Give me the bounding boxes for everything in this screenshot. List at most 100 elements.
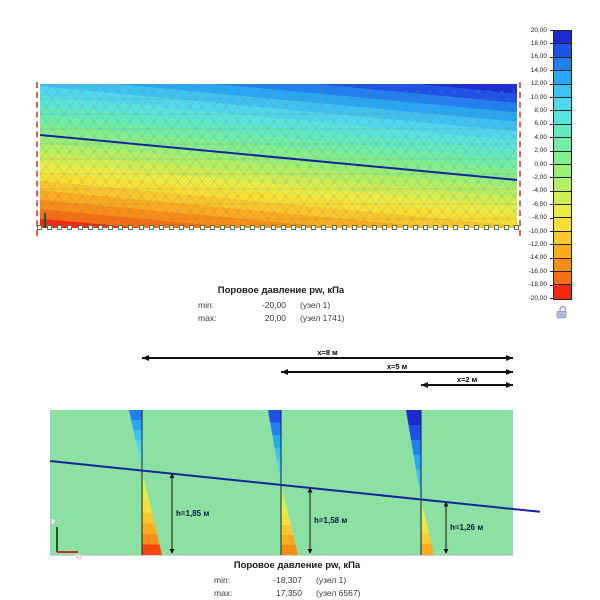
legend-color-segment <box>554 191 571 206</box>
boundary-node-marker <box>118 225 124 230</box>
mesh-svg <box>40 84 517 228</box>
legend-tick-label: 20,00 <box>530 26 547 34</box>
boundary-node-marker <box>108 225 114 230</box>
boundary-node-marker <box>341 225 347 230</box>
legend-tick-label: 4,00 <box>534 133 547 141</box>
boundary-node-marker <box>280 225 286 230</box>
legend-tick-label: 6,00 <box>534 120 547 128</box>
phreatic-line-bottom <box>49 460 541 513</box>
h-label-1: h=1,85 м <box>176 509 210 518</box>
legend-tick <box>550 177 553 179</box>
legend-tick-label: -10,00 <box>528 227 547 235</box>
legend-labels: 20,00 18,00 16,00 14,00 12,00 10,00 8,00 6,00 4,… <box>521 26 553 302</box>
h-label-3: h=1,26 м <box>450 523 484 532</box>
top-max-label: max: <box>198 313 217 323</box>
legend-tick-label: 8,00 <box>534 106 547 114</box>
lock-icon[interactable] <box>554 304 569 325</box>
boundary-node-marker <box>483 225 489 230</box>
boundary-node-marker <box>138 225 144 230</box>
boundary-node-marker <box>270 225 276 230</box>
legend-tick-label: -18,00 <box>528 281 547 289</box>
boundary-node-marker <box>67 225 73 230</box>
top-min-value: -20,00 <box>261 300 286 310</box>
wedge-1-upper <box>129 410 142 471</box>
wedge-2-lower <box>281 484 298 555</box>
boundary-node-marker <box>382 225 388 230</box>
boundary-node-marker <box>372 225 378 230</box>
boundary-node-marker <box>402 225 408 230</box>
legend-color-segment <box>554 44 571 58</box>
boundary-node-marker <box>362 225 367 230</box>
legend-color-segment <box>554 285 571 299</box>
legend-color-segment <box>554 151 571 165</box>
boundary-node-marker <box>158 225 164 230</box>
boundary-node-marker <box>219 225 225 230</box>
legend-color-segment <box>554 97 571 112</box>
legend-tick <box>550 244 553 246</box>
legend-tick-label: 16,00 <box>530 53 547 61</box>
legend-colorbar[interactable] <box>553 30 572 300</box>
boundary-node-marker <box>321 225 327 230</box>
legend-color-segment <box>554 71 571 85</box>
boundary-node-marker <box>433 225 439 230</box>
result-svg <box>49 410 541 560</box>
dimension-line-8m: x=8 м <box>142 348 513 361</box>
legend-tick <box>550 150 553 152</box>
legend-tick <box>550 190 553 192</box>
top-min-node: (узел 1) <box>300 300 331 310</box>
legend-tick <box>550 298 553 299</box>
boundary-node-marker <box>351 225 357 230</box>
boundary-node-marker <box>514 225 520 230</box>
boundary-node-marker <box>169 225 175 230</box>
legend-tick <box>550 56 553 58</box>
boundary-node-marker <box>422 225 428 230</box>
legend-tick <box>550 137 553 139</box>
boundary-node-marker <box>199 225 205 230</box>
boundary-right-dashed <box>519 82 521 236</box>
boundary-node-marker <box>87 225 93 230</box>
boundary-node-marker <box>290 225 296 230</box>
top-result-caption: Поровое давление pw, кПа min: -20,00 (уз… <box>176 285 386 323</box>
legend-color-segment <box>554 245 571 259</box>
boundary-node-marker <box>189 225 195 230</box>
legend-color-segment <box>554 164 571 179</box>
boundary-node-marker <box>301 225 307 230</box>
boundary-node-marker <box>250 225 256 230</box>
legend-tick <box>550 43 553 45</box>
boundary-node-marker <box>209 225 215 230</box>
boundary-node-marker <box>57 225 63 230</box>
boundary-node-marker <box>463 225 469 230</box>
boundary-node-marker <box>453 225 459 230</box>
bottom-boundary-nodes <box>37 225 520 231</box>
axis-y-label-mark <box>50 518 56 525</box>
legend-color-segment <box>554 218 571 232</box>
legend-tick-label: 12,00 <box>530 80 547 88</box>
h-label-2: h=1,58 м <box>314 516 348 525</box>
legend-tick-label: 18,00 <box>530 39 547 47</box>
bottom-result-caption: Поровое давление pw, кПа min: -18,307 (у… <box>192 560 402 598</box>
boundary-node-marker <box>229 225 235 230</box>
legend-tick-label: 0,00 <box>534 160 547 168</box>
wedge-1-lower <box>142 470 162 555</box>
top-max-value: 20,00 <box>264 313 286 323</box>
legend-tick <box>550 110 553 112</box>
legend-tick <box>550 164 553 165</box>
mesh-view <box>36 82 521 236</box>
dimension-line-2m: x=2 м <box>421 375 513 388</box>
legend-color-segment <box>554 31 571 45</box>
legend-tick-label: 2,00 <box>534 147 547 155</box>
wedge-3-upper <box>406 410 421 500</box>
dimension-label-5m: x=5 м <box>386 362 408 371</box>
boundary-left-dashed <box>36 82 38 236</box>
legend-color-segment <box>554 84 571 98</box>
legend-tick-label: -16,00 <box>528 267 547 275</box>
phreatic-line <box>40 134 517 181</box>
top-caption-title: Поровое давление pw, кПа <box>217 285 345 296</box>
boundary-node-marker <box>179 225 185 230</box>
legend-tick <box>550 30 553 31</box>
boundary-node-marker <box>504 225 510 230</box>
boundary-node-marker <box>412 225 418 230</box>
dimension-label-2m: x=2 м <box>456 375 478 384</box>
boundary-node-marker <box>311 225 317 230</box>
legend-color-segment <box>554 138 571 152</box>
